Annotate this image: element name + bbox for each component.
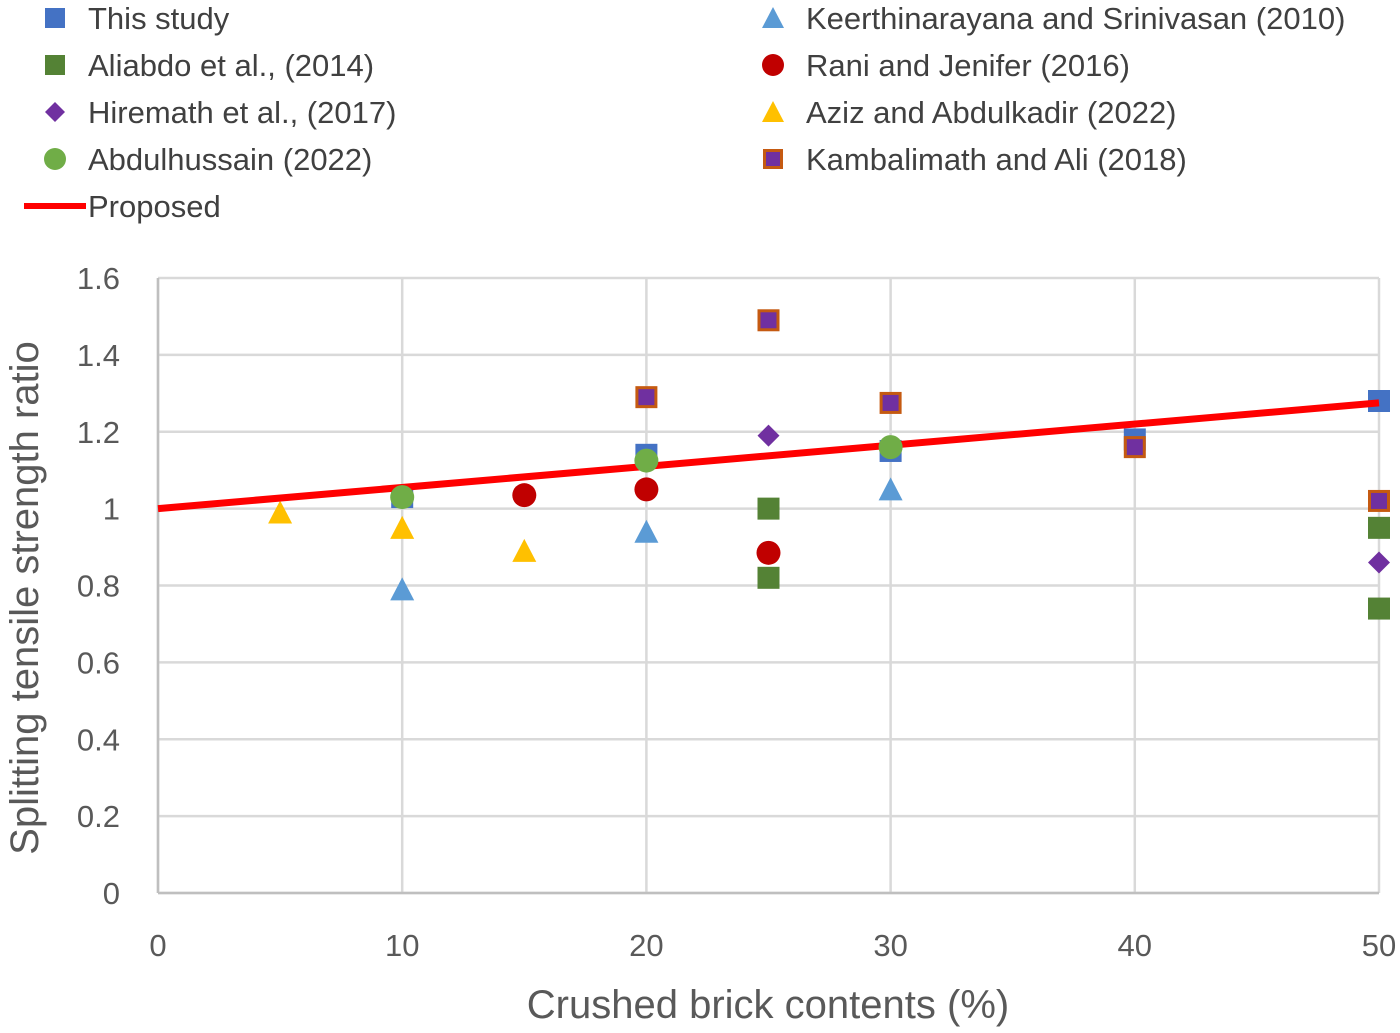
legend-label: Hiremath et al., (2017) [88,95,396,130]
legend-item: Aziz and Abdulkadir (2022) [762,95,1177,130]
x-tick-label: 0 [149,928,166,963]
x-tick-label: 30 [873,928,907,963]
legend-marker [762,54,784,76]
data-point [1368,597,1390,620]
data-point [1368,551,1390,574]
legend-marker [45,102,65,122]
legend-marker [45,8,65,28]
x-axis-title: Crushed brick contents (%) [527,983,1009,1027]
legend-label: Aliabdo et al., (2014) [88,48,374,83]
legend-item: Abdulhussain (2022) [44,142,372,177]
data-point [268,500,293,524]
data-point [878,435,903,460]
legend-marker [763,149,783,169]
tick-labels: 0 0.2 0.4 0.6 0.8 1 1.2 1.4 1.6 0 10 20 30 40 50 [77,261,1396,963]
y-tick-label: 0.6 [77,645,120,680]
data-point [757,566,780,589]
data-point [878,477,903,501]
y-tick-label: 0.8 [77,569,120,604]
data-point [635,386,658,409]
legend-item: Hiremath et al., (2017) [45,95,396,130]
legend-label: Keerthinarayana and Srinivasan (2010) [806,1,1345,36]
y-tick-label: 0 [103,876,120,911]
x-tick-label: 50 [1362,928,1396,963]
legend-label: Aziz and Abdulkadir (2022) [806,95,1177,130]
legend: This study Keerthinarayana and Srinivasan… [24,1,1345,224]
data-point [390,515,415,539]
data-point [879,391,902,414]
data-point [512,538,537,562]
legend-label: Kambalimath and Ali (2018) [806,142,1187,177]
legend-marker [44,148,66,170]
data-point [634,448,659,473]
data-point [634,477,659,502]
x-tick-label: 40 [1118,928,1152,963]
y-tick-label: 1 [103,492,120,527]
data-point [390,577,415,601]
legend-marker [762,7,784,28]
legend-label: Abdulhussain (2022) [88,142,372,177]
y-tick-label: 0.4 [77,722,120,757]
legend-item: Kambalimath and Ali (2018) [763,142,1187,177]
data-point [1123,436,1146,459]
data-point [1368,516,1390,539]
proposed-line [157,399,1380,513]
y-tick-label: 0.2 [77,799,120,834]
data-point [512,483,537,508]
data-point [390,485,415,510]
legend-item: Rani and Jenifer (2016) [762,48,1130,83]
legend-item: This study [45,1,230,36]
data-point [757,309,780,332]
legend-label: Proposed [88,189,221,224]
y-axis-title: Splitting tensile strength ratio [3,341,47,855]
legend-marker [45,55,65,75]
legend-item: Proposed [24,189,221,224]
y-tick-label: 1.6 [77,261,120,296]
legend-label: This study [88,1,230,36]
y-tick-label: 1.4 [77,338,120,373]
legend-label: Rani and Jenifer (2016) [806,48,1130,83]
legend-item: Keerthinarayana and Srinivasan (2010) [762,1,1345,36]
x-tick-label: 10 [385,928,419,963]
data-point [756,540,781,565]
data-marks [157,309,1390,620]
data-point [757,497,780,520]
legend-marker [762,101,784,122]
data-point [757,424,780,447]
legend-item: Aliabdo et al., (2014) [45,48,374,83]
x-tick-label: 20 [629,928,663,963]
data-point [1368,489,1390,512]
data-point [634,519,659,543]
y-tick-label: 1.2 [77,415,120,450]
